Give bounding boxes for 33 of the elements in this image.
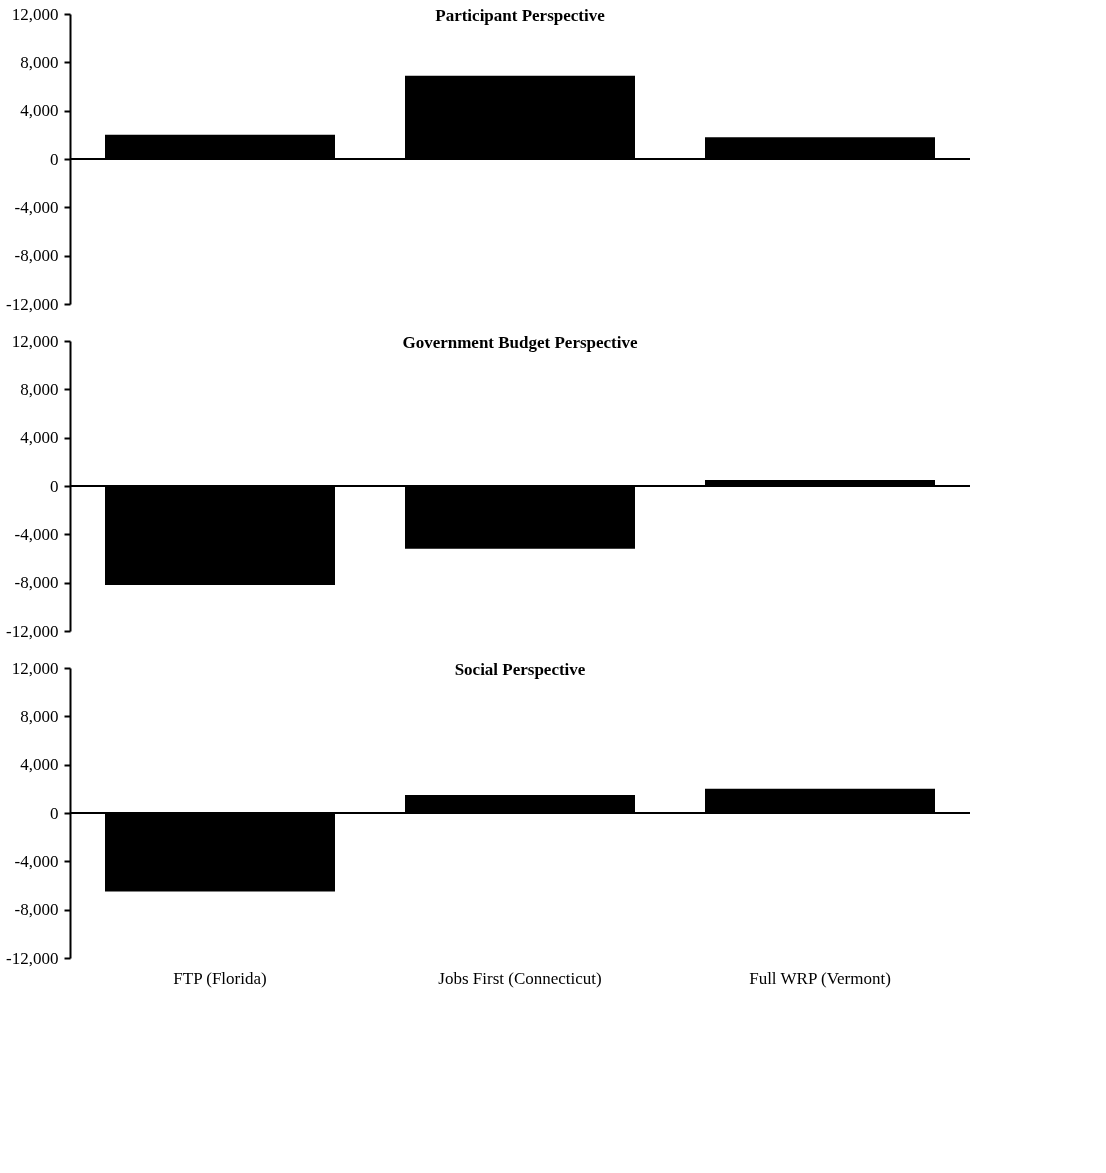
- chart-title: Social Perspective: [454, 660, 586, 679]
- bar: [705, 788, 935, 813]
- chart-title: Government Budget Perspective: [402, 333, 638, 352]
- y-tick-label: 4,000: [20, 428, 59, 448]
- chart-title: Participant Perspective: [435, 6, 606, 25]
- x-tick-label: FTP (Florida): [173, 968, 267, 988]
- x-tick-label: Full WRP (Vermont): [749, 968, 891, 988]
- y-tick-label: 4,000: [20, 101, 59, 121]
- y-tick-label: -8,000: [14, 900, 59, 920]
- bar: [105, 813, 335, 892]
- y-tick-label: 0: [50, 803, 59, 823]
- y-tick-label: 0: [50, 476, 59, 496]
- bar: [405, 75, 635, 159]
- y-tick-label: 12,000: [11, 331, 59, 351]
- y-tick-label: 8,000: [20, 52, 59, 72]
- y-tick-label: 0: [50, 149, 59, 169]
- y-tick-label: -8,000: [14, 573, 59, 593]
- bar: [705, 137, 935, 159]
- y-tick-label: 8,000: [20, 706, 59, 726]
- y-tick-label: 12,000: [11, 4, 59, 24]
- y-tick-label: -8,000: [14, 246, 59, 266]
- y-tick-label: 12,000: [11, 658, 59, 678]
- bar: [405, 794, 635, 813]
- y-tick-label: -4,000: [14, 851, 59, 871]
- x-tick-label: Jobs First (Connecticut): [438, 968, 602, 988]
- y-tick-label: 8,000: [20, 379, 59, 399]
- y-tick-label: 4,000: [20, 755, 59, 775]
- y-tick-label: -4,000: [14, 524, 59, 544]
- y-tick-label: -12,000: [6, 948, 59, 968]
- y-tick-label: -4,000: [14, 197, 59, 217]
- y-tick-label: -12,000: [6, 621, 59, 641]
- bar: [105, 134, 335, 159]
- y-tick-label: -12,000: [6, 294, 59, 314]
